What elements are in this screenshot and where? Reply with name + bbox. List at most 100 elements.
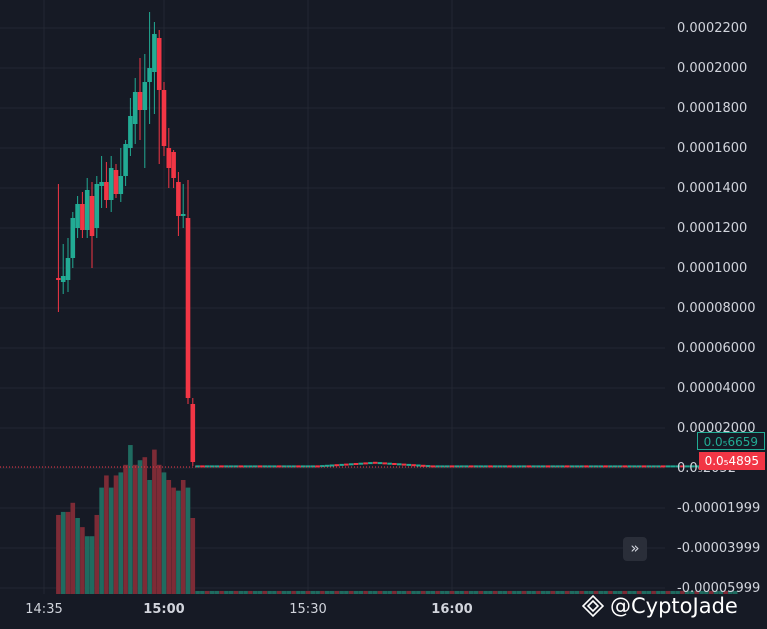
volume-bar bbox=[233, 590, 239, 594]
candle-body bbox=[641, 465, 647, 468]
volume-bar bbox=[219, 590, 224, 594]
volume-bar bbox=[195, 590, 200, 594]
volume-bar bbox=[80, 527, 85, 594]
volume-bar bbox=[166, 480, 172, 594]
price-axis[interactable]: 0.0002200 0.0002000 0.0001800 0.0001600 0.00… bbox=[677, 21, 760, 596]
volume-bar bbox=[214, 590, 220, 594]
candle-body bbox=[560, 465, 565, 468]
candle-body bbox=[684, 465, 690, 468]
volume-bar bbox=[473, 590, 479, 594]
candle-body bbox=[430, 465, 436, 468]
volume-bar bbox=[200, 590, 205, 594]
volume-bar bbox=[420, 590, 426, 594]
candle-body bbox=[593, 465, 599, 468]
candle-body bbox=[176, 182, 181, 216]
candle-body bbox=[449, 465, 455, 468]
candle-body bbox=[339, 463, 344, 466]
price-axis-label: -0.00001999 bbox=[677, 501, 760, 516]
candle-body bbox=[689, 465, 695, 468]
binance-diamond-logo-icon bbox=[582, 595, 604, 617]
candle-body bbox=[161, 90, 167, 146]
volume-bar bbox=[296, 590, 301, 594]
price-candles bbox=[56, 12, 738, 468]
volume-bar bbox=[65, 511, 71, 594]
price-axis-label: 0.0001600 bbox=[677, 141, 747, 156]
candle-body bbox=[348, 463, 354, 466]
candle-body bbox=[377, 462, 383, 465]
candle-body bbox=[334, 464, 340, 467]
volume-bar bbox=[564, 590, 570, 594]
candle-body bbox=[632, 465, 637, 468]
candle-body bbox=[248, 465, 253, 468]
volume-bar bbox=[617, 590, 623, 594]
candle-body bbox=[488, 465, 493, 468]
candle-body bbox=[300, 465, 306, 468]
candle-body bbox=[608, 465, 613, 468]
volume-bar bbox=[660, 590, 666, 594]
candle-body bbox=[190, 404, 196, 462]
volume-bar bbox=[579, 590, 584, 594]
volume-bar bbox=[132, 464, 138, 594]
candle-body bbox=[108, 168, 114, 200]
candle-body bbox=[142, 82, 148, 110]
candle-body bbox=[646, 465, 652, 468]
volume-bar bbox=[348, 590, 354, 594]
candle-body bbox=[598, 465, 604, 468]
price-axis-label: 0.00006000 bbox=[677, 341, 756, 356]
time-axis[interactable]: 14:35 15:00 15:30 16:00 bbox=[25, 602, 472, 617]
candle-body bbox=[569, 465, 575, 468]
candle-body bbox=[94, 184, 100, 228]
volume-bar bbox=[656, 590, 661, 594]
time-axis-label: 15:30 bbox=[289, 602, 326, 617]
volume-bar bbox=[507, 590, 512, 594]
volume-bar bbox=[56, 514, 61, 594]
candle-body bbox=[579, 465, 584, 468]
candle-body bbox=[272, 465, 277, 468]
volume-bar bbox=[488, 590, 493, 594]
candle-body bbox=[680, 465, 685, 468]
candle-body bbox=[257, 465, 263, 468]
volume-bar bbox=[108, 487, 114, 594]
volume-bar bbox=[300, 590, 306, 594]
volume-bar bbox=[416, 590, 421, 594]
candle-body bbox=[435, 465, 440, 468]
volume-bar bbox=[516, 590, 522, 594]
candle-body bbox=[195, 465, 200, 468]
volume-bar bbox=[344, 590, 349, 594]
volume-bar bbox=[588, 590, 594, 594]
volume-bar bbox=[310, 590, 316, 594]
volume-bar bbox=[358, 590, 364, 594]
volume-bar bbox=[723, 590, 728, 594]
volume-bar bbox=[459, 590, 464, 594]
volume-bar bbox=[267, 590, 272, 594]
scroll-to-realtime-button[interactable]: » bbox=[623, 537, 647, 561]
price-axis-label: 0.0001000 bbox=[677, 261, 747, 276]
volume-bar bbox=[521, 590, 527, 594]
candle-body bbox=[636, 465, 642, 468]
volume-bar bbox=[176, 490, 181, 594]
volume-bar bbox=[584, 590, 589, 594]
candle-body bbox=[651, 465, 656, 468]
volume-bar bbox=[425, 590, 431, 594]
volume-bar bbox=[190, 518, 196, 594]
candle-body bbox=[483, 465, 488, 468]
candle-body bbox=[200, 465, 205, 468]
volume-bar bbox=[622, 590, 628, 594]
candle-body bbox=[228, 465, 234, 468]
volume-bar bbox=[406, 590, 412, 594]
candle-body bbox=[286, 465, 292, 468]
watermark-text: @CyptoJade bbox=[610, 594, 738, 618]
candle-body bbox=[468, 465, 474, 468]
volume-bar bbox=[396, 590, 402, 594]
volume-bar bbox=[75, 518, 80, 594]
candle-body bbox=[411, 464, 416, 467]
candle-body bbox=[104, 182, 109, 200]
candle-body bbox=[276, 465, 282, 468]
last-price-badge: 0.0₅6659 bbox=[696, 432, 765, 450]
candle-body bbox=[156, 38, 162, 90]
candle-body bbox=[550, 465, 556, 468]
volume-bar bbox=[329, 590, 335, 594]
price-axis-label: 0.0002200 bbox=[677, 21, 747, 36]
volume-bar bbox=[430, 590, 436, 594]
